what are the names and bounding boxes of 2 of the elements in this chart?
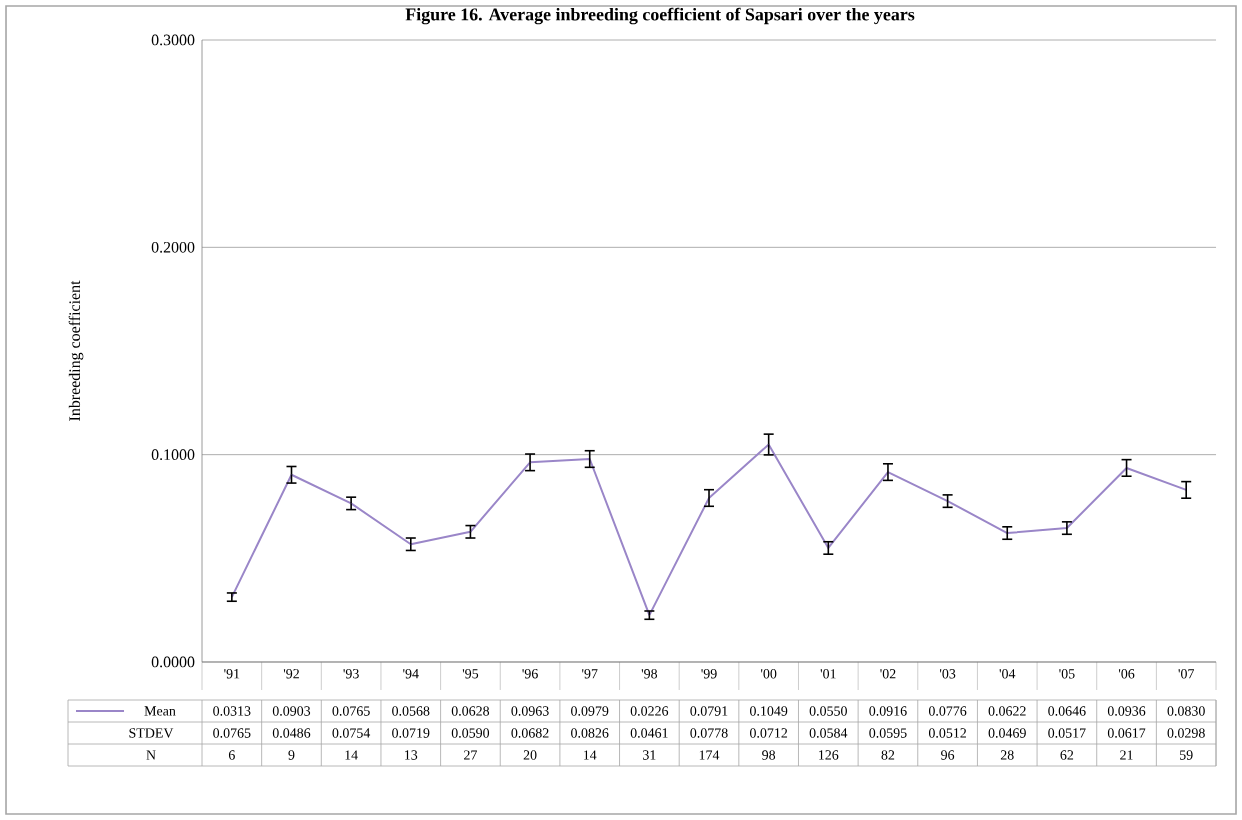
line-series [230, 443, 1188, 617]
chart-title: Figure 16. Average inbreeding coefficient of Sapsari over the years [405, 7, 915, 25]
